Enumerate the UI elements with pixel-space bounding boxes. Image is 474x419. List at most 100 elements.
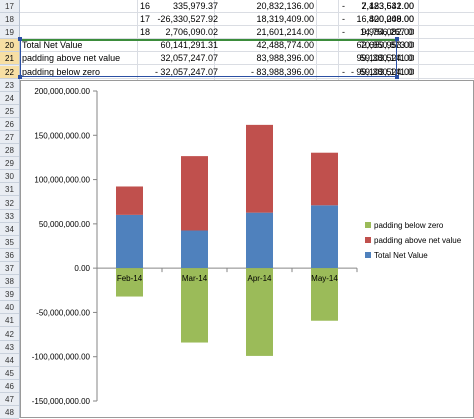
cell-f_sign[interactable]: -: [342, 27, 345, 38]
legend-swatch: [365, 222, 371, 228]
copy-range-border: [20, 39, 397, 41]
row-number[interactable]: 36: [0, 249, 19, 262]
cell-d[interactable]: 20,832,136.00: [256, 1, 314, 11]
cell-f_sign[interactable]: -: [342, 66, 345, 77]
row-number[interactable]: 45: [0, 367, 19, 380]
y-tick-label: 50,000,000.00: [39, 220, 91, 229]
grid-line: [418, 0, 419, 80]
stacked-bar-chart[interactable]: 200,000,000.00 150,000,000.00 100,000,000.…: [20, 80, 474, 418]
cell-f[interactable]: 70,950,873.00: [360, 40, 414, 51]
cell-label[interactable]: padding above net value: [22, 53, 121, 64]
row-number[interactable]: 31: [0, 183, 19, 197]
cell-c[interactable]: 335,979.37: [172, 1, 218, 11]
cell-d[interactable]: 18,319,409.00: [256, 14, 314, 25]
row-number[interactable]: 38: [0, 275, 19, 289]
row-number[interactable]: 20: [0, 39, 19, 53]
selection-handle[interactable]: [18, 75, 22, 79]
cell-f[interactable]: 59,380,141.00: [360, 53, 414, 64]
row-number[interactable]: 37: [0, 262, 19, 275]
bar-total-net-value: [246, 212, 273, 269]
row-number[interactable]: 43: [0, 341, 19, 354]
cell-b[interactable]: 18: [139, 27, 150, 38]
y-tick-label: -100,000,000.00: [32, 353, 91, 362]
chart-plot-area: 200,000,000.00 150,000,000.00 100,000,000.…: [32, 87, 462, 406]
sheet-row: 17 -26,330,527.92 18,319,409.00 16,400,208.…: [20, 13, 474, 27]
bar-padding-below-zero: [246, 268, 273, 356]
x-tick-label: May-14: [311, 274, 338, 283]
row-number[interactable]: 34: [0, 223, 19, 236]
cell-c[interactable]: 2,706,090.02: [165, 27, 218, 38]
row-number[interactable]: 40: [0, 301, 19, 315]
selection-handle[interactable]: [395, 75, 399, 79]
row-number[interactable]: 39: [0, 288, 19, 302]
cell-c[interactable]: -26,330,527.92: [157, 14, 218, 25]
row-number[interactable]: 44: [0, 354, 19, 367]
sheet-row: padding below zero - 32,057,247.07 - 83,98…: [20, 66, 474, 79]
cell-label[interactable]: padding below zero: [22, 66, 101, 77]
row-number[interactable]: 21: [0, 52, 19, 66]
row-number[interactable]: 26: [0, 118, 19, 131]
row-number[interactable]: 29: [0, 157, 19, 171]
cell-d[interactable]: 42,488,774.00: [256, 40, 314, 51]
row-number[interactable]: 30: [0, 170, 19, 184]
legend-swatch: [365, 237, 371, 243]
sheet-row: padding above net value 32,057,247.07 83,9…: [20, 52, 474, 66]
cell-e[interactable]: 9,984,082.00: [361, 27, 414, 38]
cell-d[interactable]: - 83,988,396.00: [250, 66, 314, 77]
row-number[interactable]: 32: [0, 197, 19, 210]
row-number[interactable]: 47: [0, 393, 19, 406]
row-number[interactable]: 35: [0, 236, 19, 249]
row-number[interactable]: 28: [0, 144, 19, 158]
row-number[interactable]: 42: [0, 328, 19, 341]
bar-padding-above-net-value: [246, 124, 273, 213]
row-number[interactable]: 48: [0, 406, 19, 419]
cell-c[interactable]: 60,141,291.31: [160, 40, 218, 51]
cell-d[interactable]: 83,988,396.00: [256, 53, 314, 64]
cell-e[interactable]: 99,103,524.00: [356, 53, 414, 64]
bar-padding-below-zero: [116, 268, 143, 297]
y-tick-label: -150,000,000.00: [32, 397, 91, 406]
cell-f[interactable]: 59,380,141.00: [360, 66, 414, 77]
row-number[interactable]: 41: [0, 314, 19, 328]
selection-handle[interactable]: [395, 37, 399, 41]
row-number[interactable]: 22: [0, 65, 19, 79]
cell-e[interactable]: 16,400,208.00: [356, 14, 414, 25]
bar-padding-above-net-value: [116, 186, 143, 215]
cell-e[interactable]: 7,423,532.00: [361, 1, 414, 11]
row-number[interactable]: 25: [0, 105, 19, 118]
legend-entry: padding below zero: [374, 221, 444, 230]
legend-entry: Total Net Value: [374, 251, 428, 260]
cell-f[interactable]: 14,756,267.00: [360, 27, 414, 38]
row-number[interactable]: 24: [0, 92, 19, 105]
cell-f_sign[interactable]: -: [342, 14, 345, 25]
row-number[interactable]: 19: [0, 26, 19, 40]
bar-total-net-value: [311, 205, 338, 269]
row-number[interactable]: 46: [0, 380, 19, 393]
cell-f_sign[interactable]: -: [342, 1, 345, 11]
row-number[interactable]: 23: [0, 79, 19, 92]
sheet-row: Total Net Value 60,141,291.31 42,488,774.0…: [20, 39, 474, 53]
cell-f[interactable]: 820,049.00: [368, 14, 414, 25]
cell-c[interactable]: 32,057,247.07: [160, 53, 218, 64]
sheet-row: 18 2,706,090.02 21,601,214.00 9,984,082.00 -…: [20, 26, 474, 40]
cell-d[interactable]: 21,601,214.00: [256, 27, 314, 38]
bar-padding-above-net-value: [311, 152, 338, 206]
row-header-column: 17 18 19 20 21 22 23 24 25 26 27 28 29 30 31 32 33 34 35 36…: [0, 0, 20, 419]
cell-c[interactable]: - 32,057,247.07: [154, 66, 218, 77]
cell-e[interactable]: - 99,103,524.00: [350, 66, 414, 77]
row-number[interactable]: 18: [0, 13, 19, 27]
bar-padding-below-zero: [311, 268, 338, 321]
cell-e[interactable]: 62,659,953.00: [356, 40, 414, 51]
row-number[interactable]: 17: [0, 0, 19, 13]
cell-b[interactable]: 17: [139, 14, 150, 25]
row-number[interactable]: 33: [0, 210, 19, 223]
cell-b[interactable]: 16: [139, 1, 150, 11]
cell-label[interactable]: Total Net Value: [22, 40, 83, 51]
selection-handle[interactable]: [18, 37, 22, 41]
cell-f[interactable]: 2,183,641.00: [361, 1, 414, 11]
x-tick-label: Feb-14: [117, 274, 143, 283]
x-tick-label: Apr-14: [247, 274, 272, 283]
y-tick-label: 150,000,000.00: [34, 131, 90, 140]
y-tick-label: -50,000,000.00: [36, 308, 90, 317]
row-number[interactable]: 27: [0, 131, 19, 144]
